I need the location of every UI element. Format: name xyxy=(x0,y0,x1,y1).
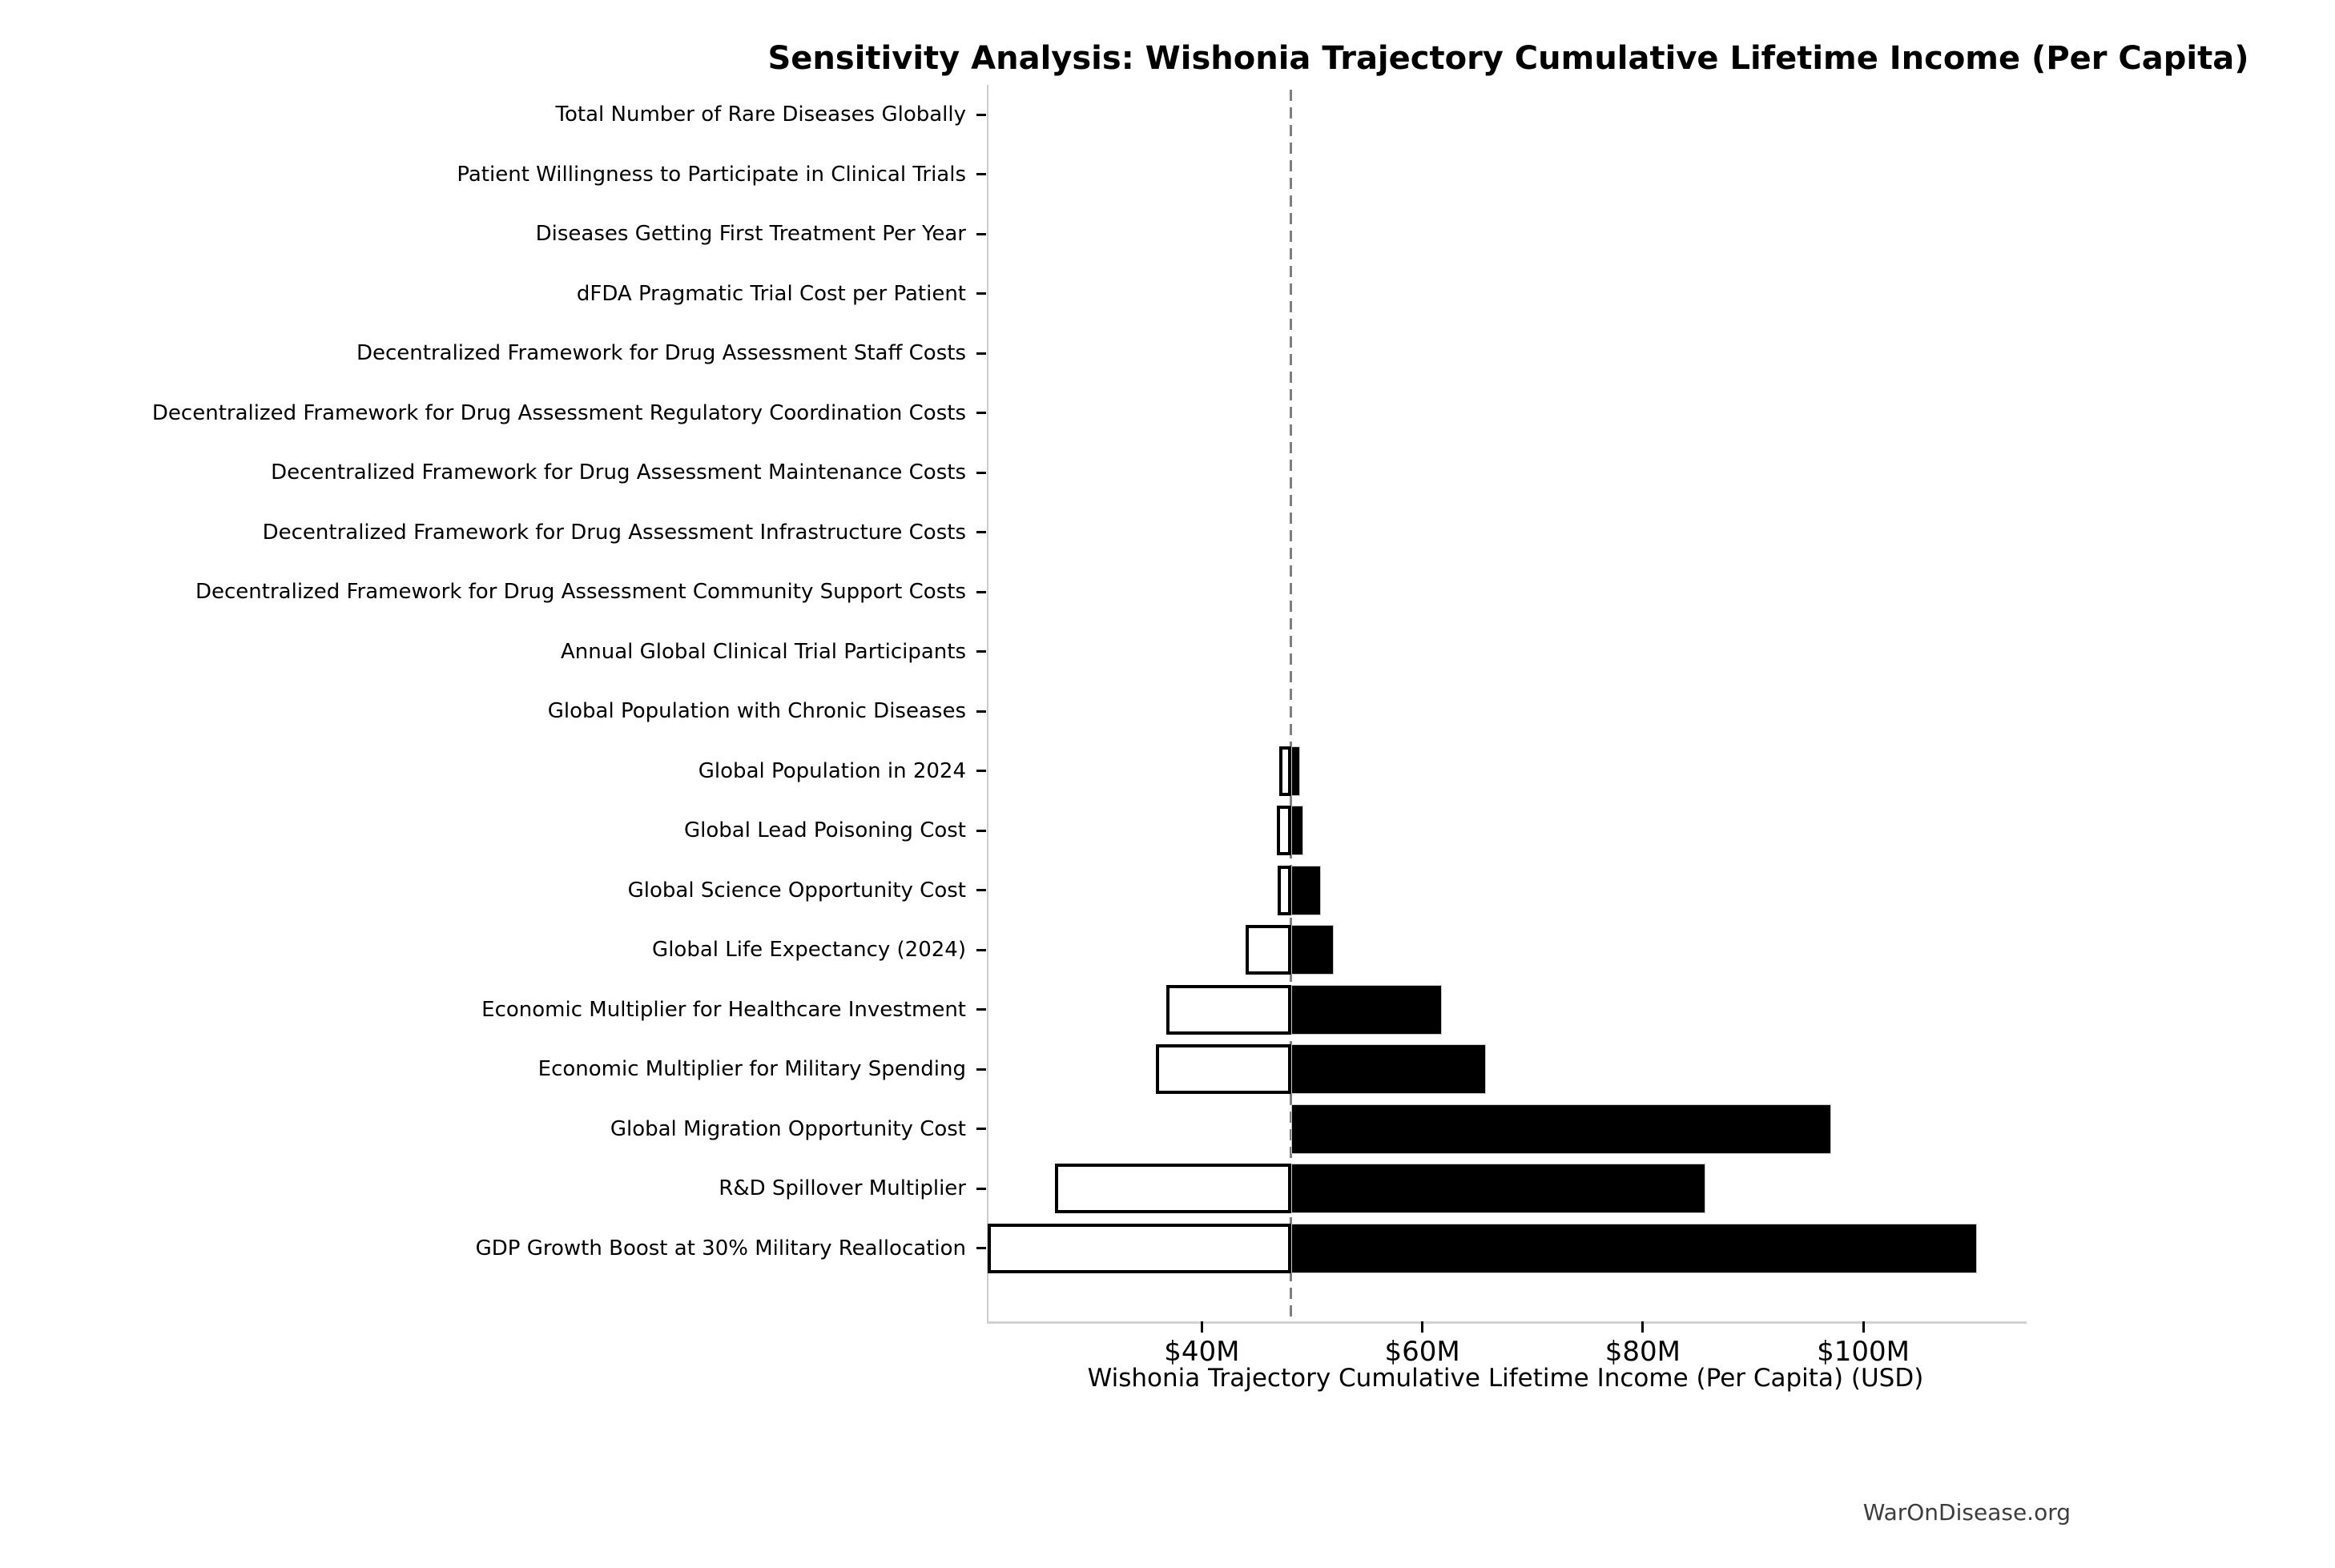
x-tick-label: $100M xyxy=(1817,1336,1910,1368)
x-tick xyxy=(1862,1321,1865,1333)
bar-low xyxy=(1276,806,1291,855)
y-tick xyxy=(976,710,986,713)
footer-watermark: WarOnDisease.org xyxy=(1862,1499,2071,1526)
bar-low xyxy=(1166,984,1291,1035)
bar-high xyxy=(1290,865,1321,915)
y-tick xyxy=(976,590,986,593)
category-label: Annual Global Clinical Trial Participant… xyxy=(561,639,966,664)
category-label: Global Life Expectancy (2024) xyxy=(652,938,966,962)
x-tick-label: $80M xyxy=(1604,1336,1681,1368)
category-label: dFDA Pragmatic Trial Cost per Patient xyxy=(576,281,966,306)
category-label: Economic Multiplier for Military Spendin… xyxy=(537,1057,966,1081)
y-tick xyxy=(976,292,986,295)
left-spine xyxy=(987,85,988,1321)
x-tick xyxy=(1200,1321,1203,1333)
y-tick xyxy=(976,1247,986,1249)
y-tick xyxy=(976,352,986,355)
y-tick xyxy=(976,531,986,533)
category-label: Decentralized Framework for Drug Assessm… xyxy=(262,520,966,545)
category-label: Global Lead Poisoning Cost xyxy=(683,818,966,842)
bar-low xyxy=(1278,746,1291,796)
bar-low xyxy=(1155,1044,1291,1094)
bar-high xyxy=(1290,1104,1832,1154)
bar-high xyxy=(1290,806,1303,855)
x-tick xyxy=(1421,1321,1424,1333)
bar-high xyxy=(1290,1044,1487,1094)
category-label: Global Migration Opportunity Cost xyxy=(610,1116,966,1141)
category-label: Decentralized Framework for Drug Assessm… xyxy=(271,460,966,484)
chart-title: Sensitivity Analysis: Wishonia Trajector… xyxy=(767,40,2249,77)
bar-high xyxy=(1290,1223,1977,1273)
y-tick xyxy=(976,113,986,116)
bar-high xyxy=(1290,925,1335,975)
y-tick xyxy=(976,412,986,414)
bar-high xyxy=(1290,1164,1706,1213)
category-label: Global Science Opportunity Cost xyxy=(627,878,966,903)
y-tick xyxy=(976,232,986,235)
x-tick xyxy=(1641,1321,1645,1333)
category-label: Global Population with Chronic Diseases xyxy=(547,699,966,723)
category-label: Decentralized Framework for Drug Assessm… xyxy=(356,341,966,365)
category-label: GDP Growth Boost at 30% Military Realloc… xyxy=(475,1236,966,1260)
category-label: Diseases Getting First Treatment Per Yea… xyxy=(535,222,966,246)
bar-high xyxy=(1290,984,1443,1035)
y-tick xyxy=(976,1128,986,1130)
bar-low xyxy=(1055,1164,1291,1213)
y-tick xyxy=(976,173,986,175)
category-label: Global Population in 2024 xyxy=(698,758,966,783)
y-tick xyxy=(976,948,986,951)
bar-high xyxy=(1290,746,1300,796)
y-tick xyxy=(976,889,986,891)
category-label: R&D Spillover Multiplier xyxy=(719,1176,966,1200)
category-label: Economic Multiplier for Healthcare Inves… xyxy=(481,997,966,1022)
category-label: Patient Willingness to Participate in Cl… xyxy=(457,162,966,187)
y-tick xyxy=(976,770,986,772)
y-tick xyxy=(976,1008,986,1011)
category-label: Total Number of Rare Diseases Globally xyxy=(555,103,966,127)
x-axis-title: Wishonia Trajectory Cumulative Lifetime … xyxy=(1087,1364,1924,1393)
x-tick-label: $60M xyxy=(1384,1336,1460,1368)
category-label: Decentralized Framework for Drug Assessm… xyxy=(151,400,966,425)
y-tick xyxy=(976,471,986,474)
bottom-spine xyxy=(987,1321,2027,1324)
bar-low xyxy=(1278,865,1291,915)
y-tick xyxy=(976,1187,986,1190)
y-tick xyxy=(976,1067,986,1071)
bar-low xyxy=(988,1223,1291,1273)
baseline-dashed-line xyxy=(1290,90,1293,1321)
bar-low xyxy=(1246,925,1291,975)
x-tick-label: $40M xyxy=(1164,1336,1240,1368)
category-label: Decentralized Framework for Drug Assessm… xyxy=(195,580,966,604)
y-tick xyxy=(976,829,986,832)
y-tick xyxy=(976,650,986,653)
